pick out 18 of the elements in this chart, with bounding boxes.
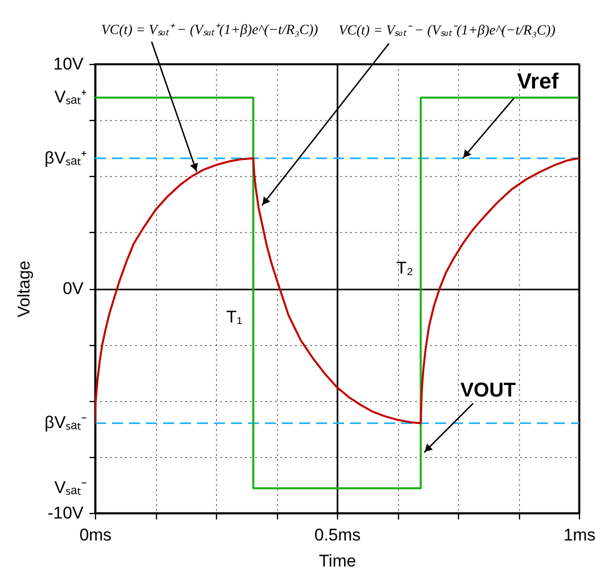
annotation: VC(t) = Vₛₐₜ⁺ − (Vₛₐₜ⁺(1+β)e^(−t/R₃C)): [101, 22, 318, 38]
annotation: Vₛₐₜ⁺: [54, 88, 87, 107]
x-axis-title: Time: [318, 552, 356, 570]
y-tick-label: -10V: [48, 504, 84, 522]
annotation: VC(t) = Vₛₐₜ⁻ − (Vₛₐₜ⁻(1+β)e^(−t/R₃C)): [338, 23, 556, 38]
annotation: Vref: [517, 68, 560, 94]
ref-line-label: βVₛₐₜ⁻: [44, 413, 87, 432]
y-axis-title: Voltage: [14, 260, 34, 318]
y-tick-label: 10V: [53, 54, 84, 74]
x-tick-label: 0.5ms: [314, 526, 361, 544]
annotation: T₂: [396, 258, 414, 278]
x-tick-label: 1ms: [563, 526, 595, 544]
text: Vₛₐₜ⁻: [54, 478, 87, 497]
annotation: T₁: [226, 308, 243, 327]
y-tick-label: 0V: [62, 279, 84, 298]
ref-line-label: βVₛₐₜ⁺: [44, 148, 87, 168]
annotation: VOUT: [460, 379, 516, 402]
x-tick-label: 0ms: [79, 526, 112, 544]
